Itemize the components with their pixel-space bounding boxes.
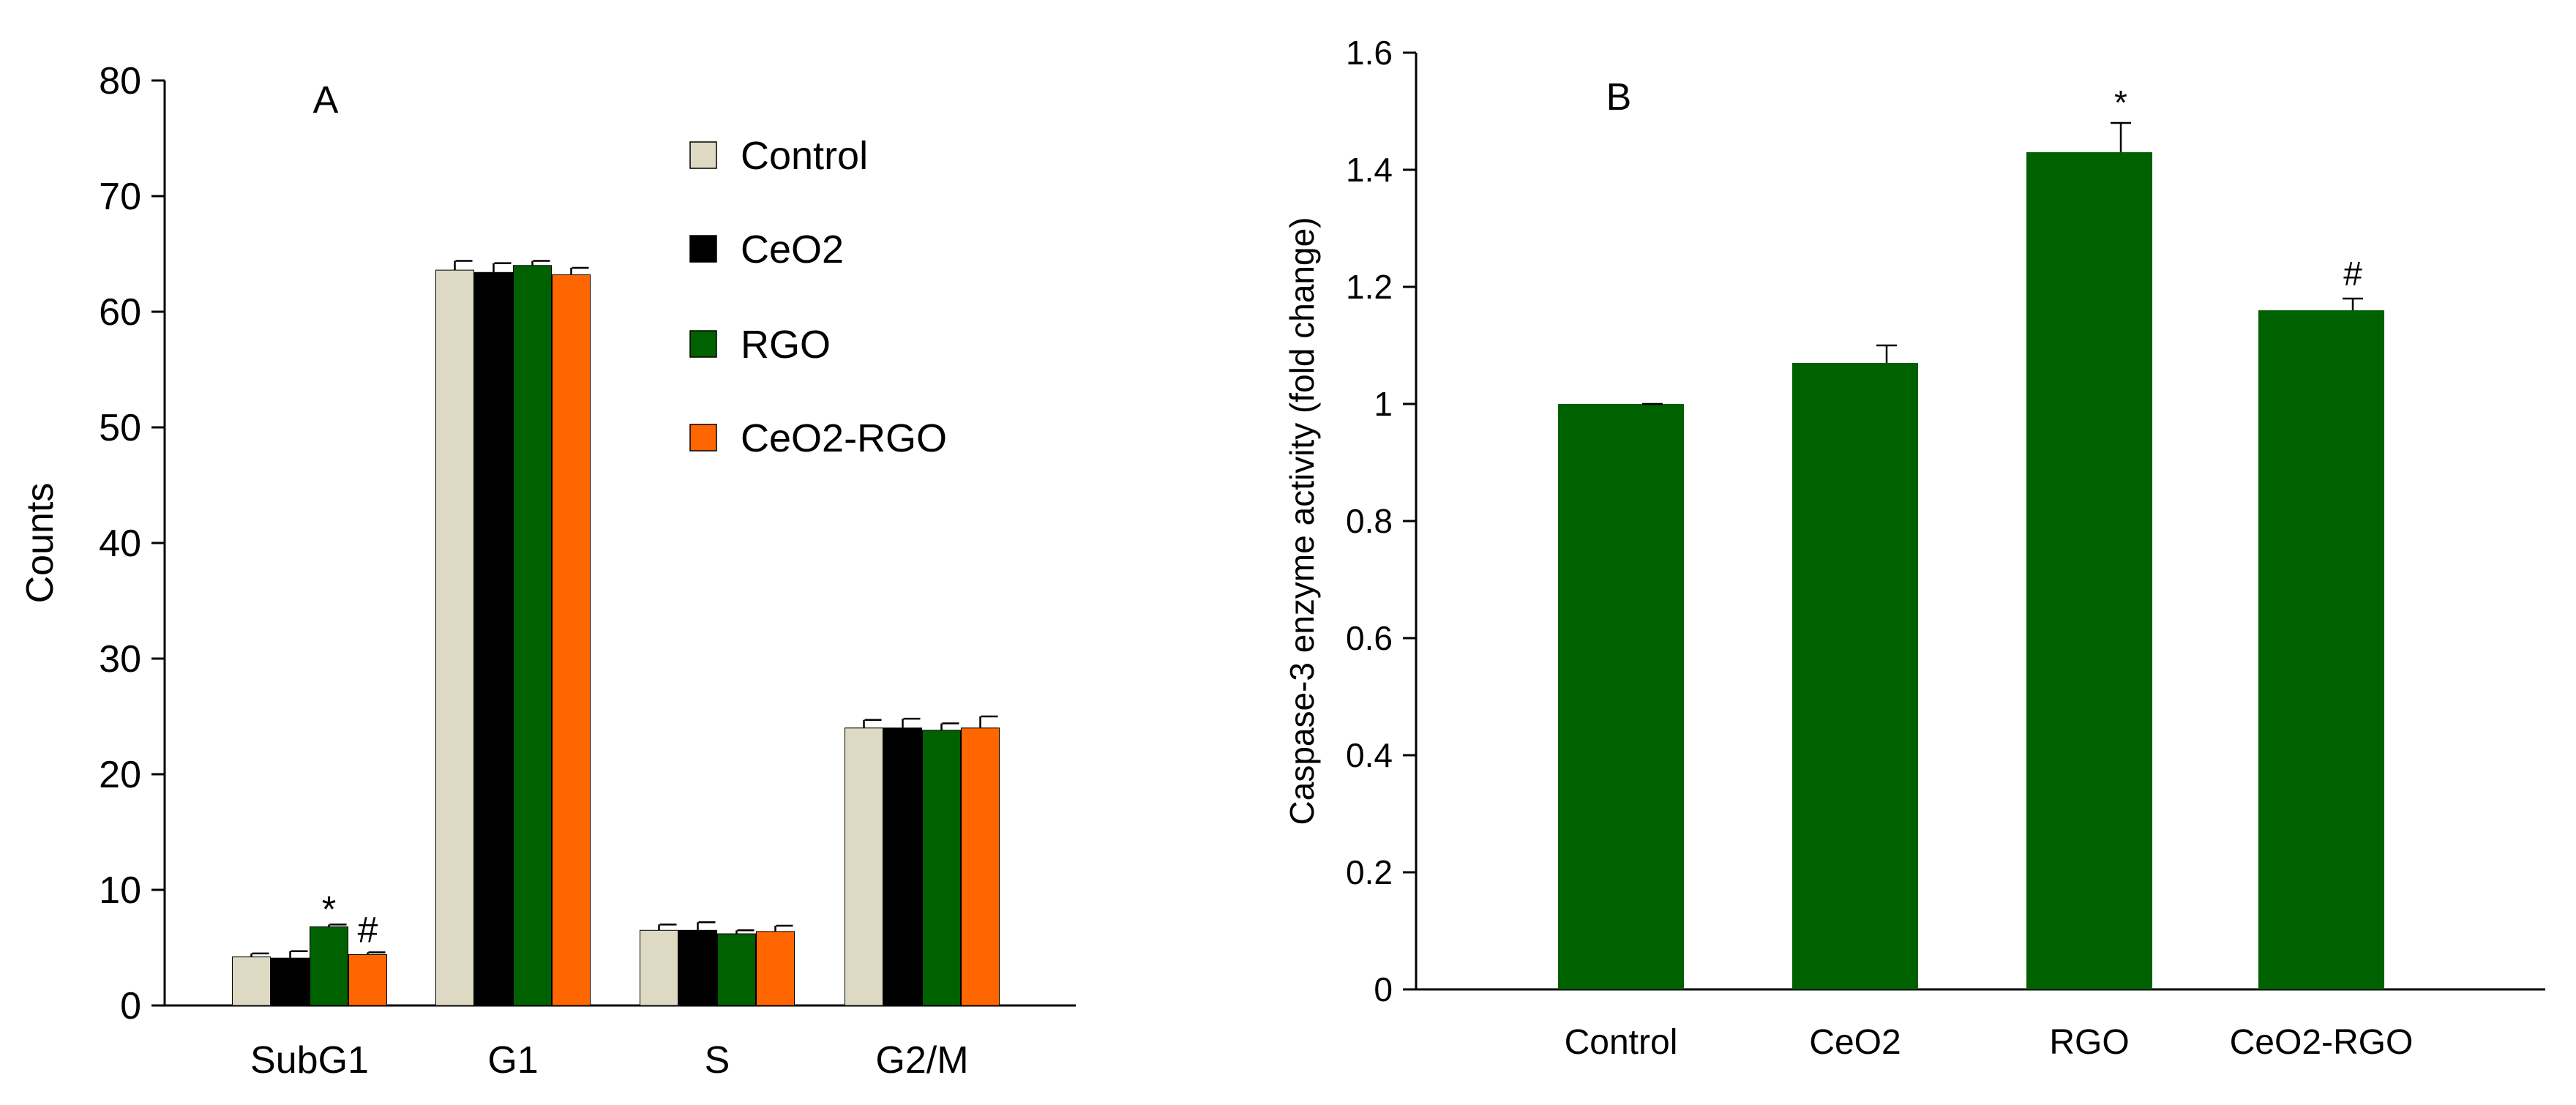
- panel-a-label: A: [313, 79, 339, 121]
- panel-b-x-tick-label: CeO2: [1809, 1023, 1901, 1062]
- panel-a-y-tick-label: 70: [99, 176, 141, 218]
- panel-a-bar: [922, 730, 961, 1006]
- panel-b: 00.20.40.60.811.21.41.6 *# Control CeO2 RG…: [1283, 34, 2545, 1062]
- panel-a-y-tick-label: 0: [120, 985, 141, 1027]
- panel-a-y-tick-label: 10: [99, 869, 141, 912]
- panel-b-y-tick-label: 0: [1374, 970, 1393, 1008]
- panel-b-bar: [1558, 404, 1684, 989]
- panel-b-x-tick-label: CeO2-RGO: [2230, 1023, 2414, 1062]
- panel-a-legend-label: CeO2-RGO: [741, 416, 947, 460]
- panel-a-y-tick-label: 60: [99, 291, 141, 334]
- panel-b-y-tick-label: 1: [1374, 385, 1393, 423]
- panel-a-bar: [348, 954, 387, 1006]
- panel-a-bar: [961, 727, 1000, 1006]
- panel-a-y-tick-label: 80: [99, 60, 141, 102]
- panel-b-y-tick-label: 0.6: [1346, 619, 1393, 657]
- panel-b-significance-marker: *: [2114, 83, 2127, 121]
- panel-a-bar: [717, 933, 756, 1006]
- panel-b-y-tick-label: 0.8: [1346, 502, 1393, 540]
- panel-b-bar: [1792, 363, 1918, 989]
- panel-a-bar: [678, 929, 717, 1006]
- panel-a-bar: [271, 957, 310, 1006]
- panel-a-legend-label: CeO2: [741, 228, 844, 271]
- panel-a-legend-swatch: [689, 235, 717, 263]
- panel-a-bar: [310, 926, 348, 1006]
- panel-a-significance-marker: *: [322, 888, 336, 929]
- panel-a-legend-swatch: [689, 424, 717, 452]
- panel-a-y-axis-title: Counts: [19, 483, 61, 604]
- panel-b-x-tick-label: Control: [1565, 1023, 1678, 1062]
- panel-b-y-tick-label: 1.6: [1346, 34, 1393, 72]
- panel-a-y-tick-label: 40: [99, 522, 141, 565]
- panel-b-y-axis-title: Caspase-3 enzyme activity (fold change): [1283, 217, 1321, 825]
- panel-a-x-tick-label: S: [705, 1039, 730, 1082]
- panel-a-bar: [845, 727, 883, 1006]
- panel-a-legend-label: Control: [741, 134, 868, 178]
- panel-a-bar: [513, 265, 552, 1006]
- panel-a-x-tick-label: G2/M: [875, 1039, 968, 1082]
- panel-a-bar: [552, 274, 591, 1006]
- panel-a-legend-swatch: [689, 141, 717, 169]
- panel-a-bar: [435, 269, 474, 1006]
- panel-a-y-tick-label: 20: [99, 754, 141, 796]
- panel-b-y-tick-label: 1.4: [1346, 151, 1393, 189]
- panel-a-x-tick-label: SubG1: [250, 1039, 369, 1082]
- panel-b-x-tick-labels: Control CeO2 RGO CeO2-RGO: [1565, 1023, 2414, 1062]
- panel-a-bar: [883, 727, 922, 1006]
- panel-a-bars: * #: [232, 260, 1000, 1006]
- panel-b-x-tick-label: RGO: [2049, 1023, 2129, 1062]
- panel-a-bar: [640, 929, 678, 1006]
- panel-a-y-tick-label: 50: [99, 407, 141, 449]
- panel-a-legend: Control CeO2 RGO CeO2-RGO: [689, 134, 947, 460]
- panel-a-bar: [474, 271, 513, 1006]
- panel-b-label: B: [1606, 76, 1632, 119]
- panel-a-legend-swatch: [689, 330, 717, 358]
- panel-b-y-tick-label: 1.2: [1346, 268, 1393, 306]
- panel-a-y-tick-label: 30: [99, 638, 141, 681]
- panel-b-bar: [2258, 310, 2384, 989]
- panel-a-x-tick-labels: SubG1 G1 S G2/M: [250, 1039, 969, 1082]
- panel-a-bar: [756, 931, 795, 1006]
- panel-a-x-tick-label: G1: [487, 1039, 538, 1082]
- panel-b-bars: *#: [1558, 83, 2384, 989]
- panel-a-significance-marker: #: [358, 909, 378, 950]
- panel-b-bar: [2026, 152, 2152, 989]
- panel-b-y-tick-label: 0.2: [1346, 853, 1393, 891]
- panel-a-legend-label: RGO: [741, 323, 831, 367]
- panel-b-y-ticks: 0 0.2 0.4 0.6 0.8 1 1.2 1.4 1.6: [1346, 34, 1416, 1008]
- panel-a-bar: [232, 956, 271, 1006]
- panel-b-y-tick-label: 0.4: [1346, 736, 1393, 774]
- panel-b-significance-marker: #: [2343, 255, 2362, 293]
- panel-a-y-ticks: 0 10 20 30 40 50 60 70 80: [99, 60, 165, 1027]
